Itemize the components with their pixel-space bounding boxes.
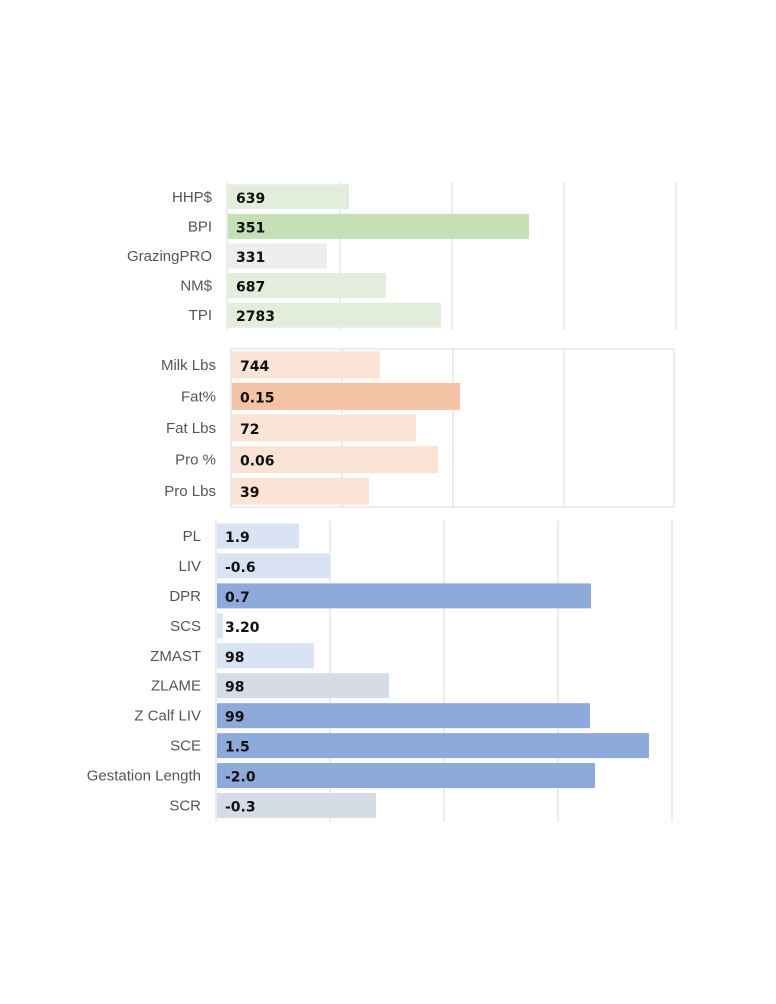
data-label: 687 — [236, 280, 265, 296]
data-label: 3.20 — [225, 620, 260, 636]
bar — [217, 553, 330, 579]
data-label: 2783 — [236, 309, 275, 325]
category-label: Fat% — [181, 388, 216, 405]
data-label: 1.5 — [225, 740, 250, 756]
data-label: -0.3 — [225, 800, 256, 816]
category-label: Gestation Length — [87, 768, 201, 785]
data-label: 98 — [225, 680, 244, 696]
category-label: ZLAME — [151, 678, 201, 695]
category-label: SCE — [170, 738, 201, 755]
category-label: HHP$ — [172, 189, 213, 206]
bar — [228, 243, 327, 269]
data-label: 99 — [225, 710, 244, 726]
category-label: GrazingPRO — [127, 248, 212, 265]
data-label: 0.7 — [225, 590, 250, 606]
data-label: -0.6 — [225, 560, 256, 576]
category-label: BPI — [188, 218, 212, 235]
chart-group-1: HHP$ 639 BPI 351 GrazingPRO 331 NM$ 687 TPI 2783 — [127, 182, 677, 330]
data-label: 351 — [236, 220, 265, 236]
bar — [228, 213, 529, 239]
category-label: Pro Lbs — [164, 483, 216, 500]
bar — [232, 477, 369, 505]
bar — [232, 414, 416, 442]
category-label: Pro % — [175, 452, 216, 469]
chart-group-3: PL 1.9 LIV -0.6 DPR 0.7 SCS 3.20 ZMAST 98 ZLAME 98 Z… — [87, 521, 673, 822]
bar — [217, 763, 595, 789]
category-label: ZMAST — [150, 648, 201, 665]
bar — [228, 273, 386, 299]
category-label: Z Calf LIV — [134, 708, 201, 725]
category-label: Milk Lbs — [161, 357, 216, 374]
data-label: 98 — [225, 650, 244, 666]
data-label: 331 — [236, 250, 265, 266]
category-label: LIV — [178, 558, 201, 575]
bar — [228, 184, 349, 210]
category-label: SCR — [169, 798, 201, 815]
category-label: NM$ — [180, 278, 212, 295]
bar — [217, 733, 649, 759]
category-label: TPI — [189, 307, 212, 324]
data-label: 744 — [240, 359, 269, 375]
bar — [217, 793, 376, 819]
category-label: DPR — [169, 588, 201, 605]
data-label: 0.06 — [240, 454, 275, 470]
data-label: 72 — [240, 422, 259, 438]
bar — [217, 673, 389, 699]
bar — [228, 302, 441, 328]
bar — [217, 643, 314, 669]
bar — [232, 446, 438, 474]
category-label: Fat Lbs — [166, 420, 216, 437]
bar — [232, 351, 380, 379]
data-label: 639 — [236, 191, 265, 207]
bar — [217, 523, 299, 549]
bar — [232, 382, 460, 410]
category-label: PL — [183, 528, 201, 545]
data-label: 0.15 — [240, 390, 275, 406]
data-label: 1.9 — [225, 530, 250, 546]
bar — [217, 613, 223, 639]
category-label: SCS — [170, 618, 201, 635]
bar — [217, 583, 591, 609]
data-label: 39 — [240, 485, 259, 501]
chart-group-2: Milk Lbs 744 Fat% 0.15 Fat Lbs 72 Pro % 0.06 Pro… — [161, 348, 675, 508]
data-label: -2.0 — [225, 770, 256, 786]
bar — [217, 703, 590, 729]
